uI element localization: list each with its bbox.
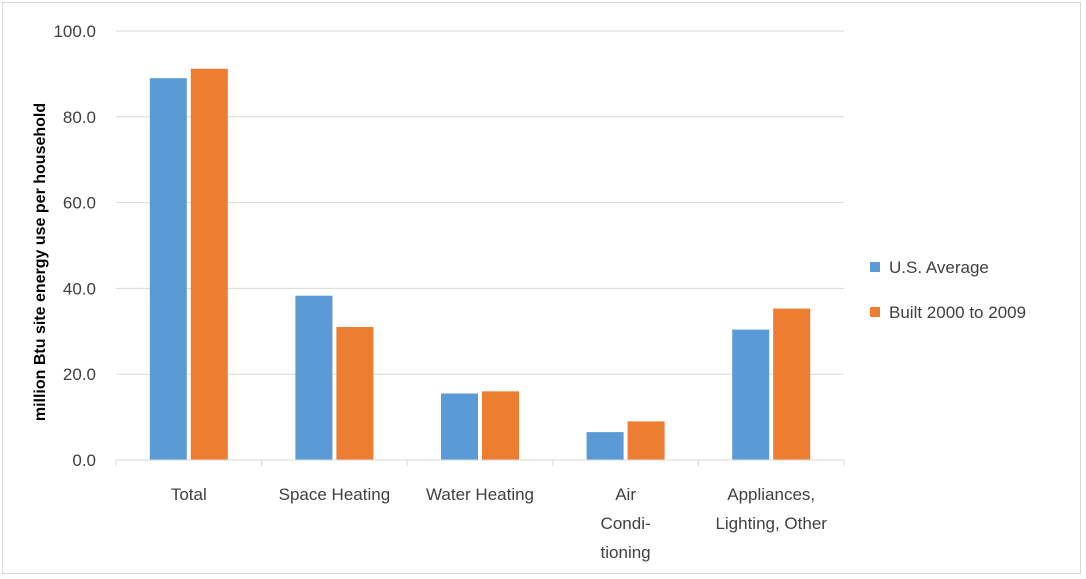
bar-us-average[interactable] — [441, 393, 478, 460]
y-tick-label: 0.0 — [72, 451, 96, 470]
bar-chart: 0.0 20.0 40.0 60.0 80.0 100.0 Total Space Heat… — [32, 22, 1026, 562]
y-tick-label: 100.0 — [53, 22, 96, 41]
x-category-label: Condi- — [601, 514, 651, 533]
legend-label: Built 2000 to 2009 — [889, 303, 1026, 322]
y-tick-label: 20.0 — [63, 365, 96, 384]
bar-built-2000-2009[interactable] — [482, 391, 519, 460]
x-category-label: Air — [615, 485, 636, 504]
x-category-label: Total — [171, 485, 207, 504]
legend-label: U.S. Average — [889, 258, 989, 277]
y-tick-label: 40.0 — [63, 279, 96, 298]
x-category-label: Appliances, — [727, 485, 815, 504]
x-axis — [115, 459, 845, 466]
x-category-label: tioning — [601, 543, 651, 562]
bar-us-average[interactable] — [732, 329, 770, 460]
legend-swatch — [870, 262, 880, 272]
bar-built-2000-2009[interactable] — [773, 308, 811, 460]
y-tick-label: 80.0 — [63, 108, 96, 127]
y-tick-label: 60.0 — [63, 194, 96, 213]
category-labels: Total Space Heating Water Heating Air Condi-… — [171, 485, 827, 562]
bars — [149, 68, 811, 460]
legend-swatch — [870, 307, 880, 317]
bar-built-2000-2009[interactable] — [336, 327, 374, 460]
y-axis-title: million Btu site energy use per househol… — [32, 103, 49, 421]
bar-us-average[interactable] — [586, 432, 624, 460]
x-category-label: Space Heating — [279, 485, 391, 504]
bar-us-average[interactable] — [149, 78, 187, 460]
bar-us-average[interactable] — [295, 295, 333, 460]
bar-built-2000-2009[interactable] — [190, 68, 228, 460]
gridlines — [116, 30, 844, 375]
y-axis-ticks: 0.0 20.0 40.0 60.0 80.0 100.0 — [53, 22, 96, 470]
legend[interactable]: U.S. Average Built 2000 to 2009 — [870, 258, 1026, 322]
x-category-label: Lighting, Other — [715, 514, 827, 533]
x-category-label: Water Heating — [426, 485, 534, 504]
bar-built-2000-2009[interactable] — [627, 421, 665, 460]
